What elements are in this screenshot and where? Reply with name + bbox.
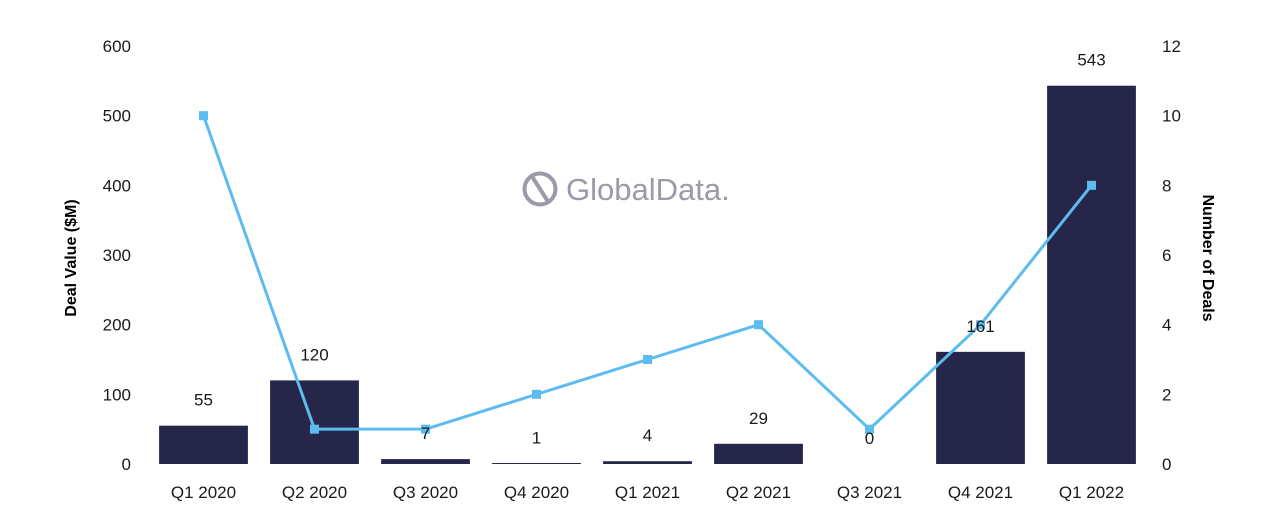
right-tick-label: 0: [1162, 455, 1171, 474]
bar-data-label: 7: [421, 424, 430, 443]
line-point: [199, 111, 208, 121]
left-tick-label: 200: [103, 316, 131, 335]
right-tick-label: 4: [1162, 316, 1171, 335]
bar-data-label: 55: [194, 391, 213, 410]
x-tick-label: Q3 2021: [837, 483, 902, 502]
right-tick-label: 6: [1162, 246, 1171, 265]
line-series: [199, 111, 1096, 434]
x-tick-label: Q4 2020: [504, 483, 569, 502]
x-axis-ticks: Q1 2020 Q2 2020 Q3 2020 Q4 2020 Q1 2021 Q2 20…: [171, 483, 1124, 502]
watermark-text: GlobalData.: [566, 172, 730, 207]
bar-data-label: 29: [749, 409, 768, 428]
bar: [603, 461, 692, 464]
x-tick-label: Q1 2021: [615, 483, 680, 502]
bar: [1047, 85, 1136, 465]
bar: [714, 443, 803, 464]
left-tick-label: 600: [103, 37, 131, 56]
x-tick-label: Q3 2020: [393, 483, 458, 502]
x-tick-label: Q4 2021: [948, 483, 1013, 502]
x-tick-label: Q2 2020: [282, 483, 347, 502]
bar-series: [159, 85, 1136, 465]
line-point: [421, 424, 430, 434]
right-axis-ticks: 0 2 4 6 8 10 12: [1162, 37, 1181, 474]
bar: [936, 351, 1025, 464]
line-point: [976, 320, 985, 330]
left-tick-label: 400: [103, 176, 131, 195]
x-tick-label: Q1 2022: [1059, 483, 1124, 502]
left-tick-label: 100: [103, 385, 131, 404]
right-tick-label: 12: [1162, 37, 1181, 56]
line-point: [532, 389, 541, 399]
right-tick-label: 8: [1162, 176, 1171, 195]
line-point: [1087, 180, 1096, 190]
bar-data-labels: 55 120 7 1 4 29 0 161 543: [194, 51, 1106, 448]
right-axis-title: Number of Deals: [1199, 194, 1216, 321]
globaldata-logo-icon: [522, 171, 558, 207]
bar: [270, 380, 359, 464]
line-point: [643, 355, 652, 364]
line-point: [865, 424, 874, 434]
left-axis-ticks: 0 100 200 300 400 500 600: [103, 37, 131, 474]
bar: [159, 425, 248, 464]
bar-data-label: 0: [865, 429, 874, 448]
bar: [492, 463, 581, 464]
watermark: GlobalData.: [522, 171, 730, 207]
x-tick-label: Q2 2021: [726, 483, 791, 502]
line-point: [310, 424, 319, 434]
bar-data-label: 4: [643, 426, 652, 445]
bar-data-label: 1: [532, 428, 541, 447]
right-tick-label: 10: [1162, 107, 1181, 126]
bar: [381, 459, 470, 464]
left-tick-label: 300: [103, 246, 131, 265]
left-tick-label: 500: [103, 107, 131, 126]
bar-data-label: 543: [1077, 51, 1105, 70]
line-point: [754, 320, 763, 330]
x-tick-label: Q1 2020: [171, 483, 236, 502]
left-tick-label: 0: [122, 455, 131, 474]
bar-data-label: 161: [966, 317, 994, 336]
bar-data-label: 120: [300, 345, 328, 364]
right-tick-label: 2: [1162, 385, 1171, 404]
left-axis-title: Deal Value ($M): [63, 199, 80, 316]
